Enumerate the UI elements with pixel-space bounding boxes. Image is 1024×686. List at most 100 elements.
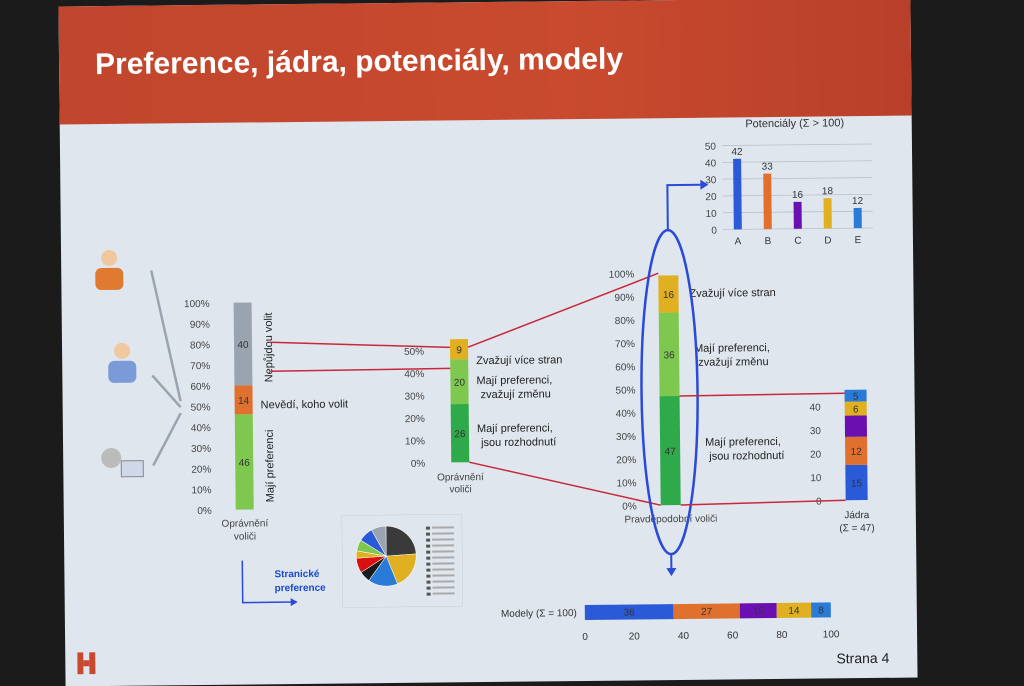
legend-key (426, 581, 430, 584)
legend-key (426, 563, 430, 566)
y-tick-label: 80% (190, 340, 210, 351)
segment-label: Mají preferenci, (476, 374, 552, 387)
y-tick-label: 30% (616, 432, 636, 443)
y-tick-label: 60% (190, 382, 210, 393)
y-tick-label: 10% (191, 485, 211, 496)
people-table-icon (95, 268, 123, 290)
bar-value-label: 12 (852, 196, 864, 207)
segment-value-label: 46 (239, 458, 251, 469)
y-tick-label: 40% (404, 369, 424, 380)
y-tick-label: 20 (810, 450, 822, 461)
arrow-head-icon (291, 598, 298, 606)
y-tick-label: 30% (405, 391, 425, 402)
y-tick-label: 0% (197, 506, 212, 517)
segment-value-label: 20 (454, 378, 466, 389)
legend-text-line (432, 526, 454, 528)
bar (763, 174, 772, 230)
y-tick-label: 10 (705, 209, 717, 220)
segment-label: Mají preferenci (264, 429, 277, 502)
y-tick-label: 30 (705, 175, 717, 186)
phone-person-icon (114, 343, 130, 359)
x-tick-label: C (794, 236, 801, 247)
segment-value-label: 36 (664, 350, 676, 361)
y-tick-label: 50% (615, 385, 635, 396)
y-tick-label: 0 (711, 226, 717, 237)
legend-key (426, 533, 430, 536)
x-tick-label: 40 (678, 631, 690, 642)
connector-line (680, 393, 845, 396)
segment-value-label: 36 (624, 607, 636, 618)
segment-label: Mají preferenci, (694, 342, 770, 355)
x-axis-label: Pravděpodobní voliči (624, 514, 717, 526)
x-tick-label: A (735, 236, 742, 247)
segment-label: zvažují změnu (698, 356, 768, 369)
y-tick-label: 0 (816, 497, 822, 508)
segment-value-label: 5 (853, 392, 859, 403)
legend-text-line (432, 544, 454, 546)
grid-line (722, 161, 872, 163)
segment-value-label: 40 (237, 340, 249, 351)
x-tick-label: 80 (776, 630, 788, 641)
x-axis-label: (Σ = 47) (839, 523, 874, 534)
y-tick-label: 10% (616, 478, 636, 489)
bar (824, 198, 832, 228)
legend-text-line (432, 532, 454, 534)
segment-value-label: 6 (853, 404, 859, 415)
legend-key (426, 539, 430, 542)
segment-value-label: 27 (701, 607, 713, 618)
legend-text-line (432, 574, 454, 576)
bar-value-label: 42 (731, 147, 743, 158)
legend-key (427, 587, 431, 590)
segment-label: Nevědí, koho volit (261, 398, 349, 411)
segment-value-label: 14 (238, 396, 250, 407)
y-tick-label: 10 (810, 473, 822, 484)
y-tick-label: 70% (615, 339, 635, 350)
x-axis-label: Jádra (844, 510, 870, 521)
segment-label: Mají preferenci, (705, 436, 781, 449)
laptop-person-icon (101, 448, 121, 468)
segment-label: jsou rozhodnutí (480, 436, 556, 449)
segment-value-label: 15 (851, 478, 863, 489)
y-tick-label: 20% (191, 465, 211, 476)
y-tick-label: 40% (191, 423, 211, 434)
laptop-icon (121, 461, 143, 477)
bar-segment (845, 415, 867, 436)
y-tick-label: 10% (405, 436, 425, 447)
y-tick-label: 40 (810, 403, 822, 414)
arrow-line (667, 185, 700, 230)
x-axis-label: voliči (449, 484, 471, 495)
y-tick-label: 30 (810, 426, 822, 437)
legend-text-line (432, 568, 454, 570)
segment-label: jsou rozhodnutí (708, 450, 784, 463)
segment-value-label: 12 (851, 447, 863, 458)
x-tick-label: 60 (727, 630, 739, 641)
legend-text-line (432, 580, 454, 582)
legend-key (426, 575, 430, 578)
arrow-head-icon (666, 568, 676, 576)
grid-line (722, 144, 872, 146)
y-tick-label: 40 (705, 158, 717, 169)
segment-label: Zvažují více stran (689, 287, 775, 300)
bar-value-label: 18 (822, 186, 834, 197)
bar (733, 159, 742, 230)
y-tick-label: 50% (404, 347, 424, 358)
pie-slice (386, 526, 416, 556)
legend-key (426, 551, 430, 554)
segment-value-label: 26 (454, 429, 466, 440)
stranicke-label: preference (275, 583, 327, 595)
segment-value-label: 14 (788, 606, 800, 617)
segment-value-label: 15 (753, 606, 765, 617)
x-axis-label: voliči (234, 531, 256, 542)
segment-label: Zvažují více stran (476, 354, 562, 367)
chart-title: Potenciály (Σ > 100) (745, 117, 844, 130)
legend-key (426, 545, 430, 548)
grid-line (722, 178, 872, 180)
y-tick-label: 80% (615, 316, 635, 327)
legend-key (426, 527, 430, 530)
legend-text-line (432, 538, 454, 540)
x-axis-label: Oprávnění (221, 518, 268, 529)
x-tick-label: E (855, 235, 862, 246)
y-tick-label: 100% (184, 299, 210, 310)
segment-value-label: 8 (818, 605, 824, 616)
connector-line (467, 273, 659, 347)
